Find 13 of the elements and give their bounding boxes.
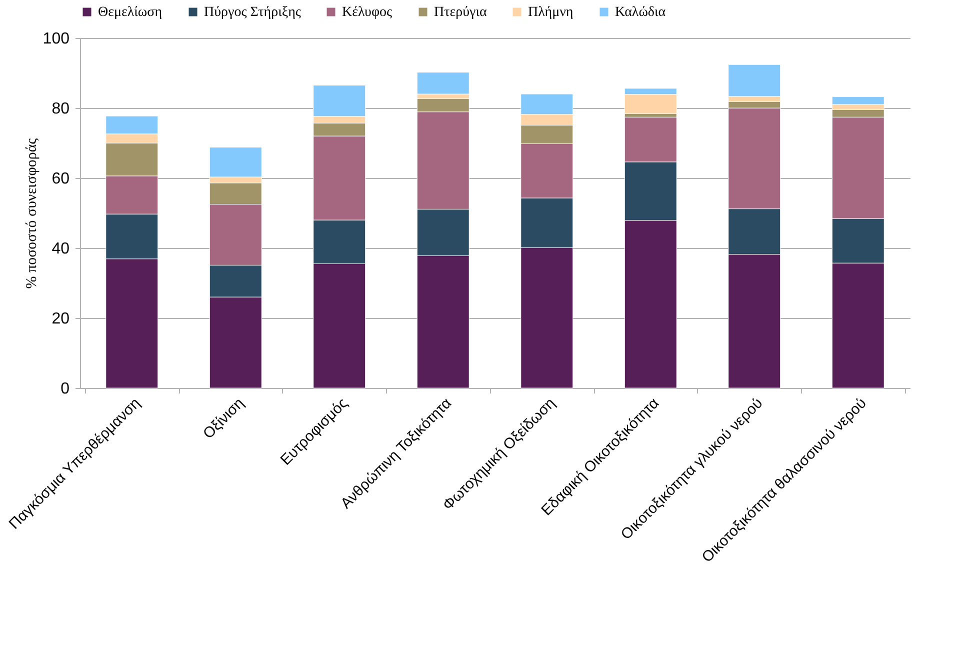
legend-label: Κέλυφος — [342, 5, 393, 20]
legend-label: Πύργος Στήριξης — [204, 5, 302, 20]
y-tick-label: 20 — [52, 310, 70, 328]
y-tick-label: 40 — [52, 240, 70, 258]
y-tick-label: 100 — [42, 30, 70, 48]
legend-label: Πλήμνη — [528, 5, 574, 20]
legend-label: Καλώδια — [615, 5, 666, 20]
y-tick-label: 0 — [60, 380, 70, 398]
y-tick-label: 60 — [52, 170, 70, 188]
y-axis-title: % ποσοστό συνεισφοράς — [24, 138, 40, 289]
legend-label: Πτερύγια — [434, 5, 488, 20]
legend-label: Θεμελίωση — [98, 5, 162, 20]
y-tick-label: 80 — [52, 100, 70, 118]
